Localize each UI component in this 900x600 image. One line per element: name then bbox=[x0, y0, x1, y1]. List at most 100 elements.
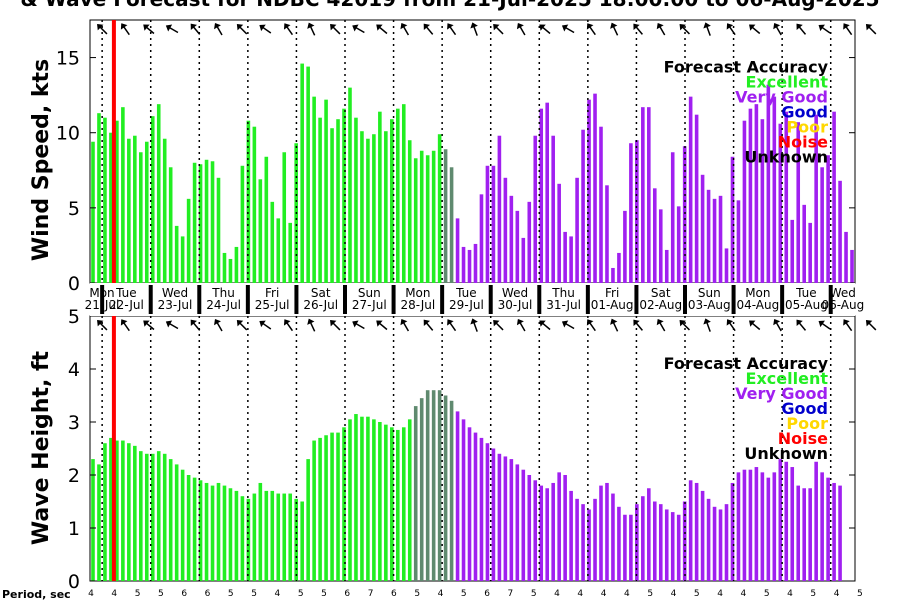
bar bbox=[121, 107, 125, 283]
day-separator bbox=[537, 285, 542, 314]
day-separator bbox=[585, 285, 590, 314]
bar bbox=[563, 475, 567, 581]
day-separator bbox=[391, 285, 396, 314]
day-name: Wed bbox=[502, 286, 528, 300]
bar bbox=[342, 108, 346, 283]
arrow-head bbox=[165, 320, 173, 328]
bar bbox=[372, 134, 376, 283]
bar bbox=[204, 482, 209, 581]
wind-direction-arrow bbox=[843, 23, 853, 36]
bar bbox=[288, 222, 293, 283]
bar bbox=[330, 432, 334, 581]
bar bbox=[503, 177, 508, 283]
bar bbox=[652, 188, 657, 283]
bar bbox=[378, 111, 382, 283]
bar bbox=[736, 472, 741, 581]
bar bbox=[826, 477, 830, 581]
bar bbox=[186, 198, 191, 283]
wind-direction-arrow bbox=[400, 22, 410, 36]
arrow-head bbox=[726, 319, 734, 326]
arrow-head bbox=[703, 318, 711, 325]
bar bbox=[306, 66, 310, 283]
bar bbox=[688, 480, 693, 581]
bar bbox=[599, 126, 603, 283]
day-date: 22-Jul bbox=[109, 298, 144, 312]
period-value: 4 bbox=[111, 589, 117, 599]
bar bbox=[318, 437, 322, 581]
bar bbox=[742, 120, 747, 283]
bar bbox=[240, 165, 245, 283]
bar bbox=[133, 445, 137, 581]
bar bbox=[748, 469, 753, 581]
bar bbox=[324, 435, 328, 581]
day-name: Mon bbox=[745, 286, 770, 300]
bar bbox=[180, 469, 185, 581]
bar bbox=[593, 498, 597, 581]
arrow-head bbox=[400, 22, 408, 30]
wind-direction-arrow bbox=[773, 318, 782, 332]
bar bbox=[718, 195, 723, 283]
bar bbox=[658, 209, 663, 283]
bar bbox=[390, 427, 394, 581]
bar bbox=[611, 493, 615, 581]
period-value: 4 bbox=[624, 589, 630, 599]
bar bbox=[724, 504, 729, 581]
wind-direction-arrow bbox=[165, 320, 179, 330]
arrow-head bbox=[120, 319, 128, 326]
bar bbox=[521, 469, 526, 581]
bar bbox=[431, 390, 436, 581]
bar bbox=[479, 437, 484, 581]
bar bbox=[682, 501, 687, 581]
bar bbox=[808, 488, 812, 581]
bar bbox=[641, 496, 645, 581]
bar bbox=[742, 469, 747, 581]
arrow-head bbox=[352, 24, 359, 32]
bar bbox=[467, 249, 472, 283]
bar bbox=[378, 422, 382, 581]
chart-title: & Wave Forecast for NDBC 42019 from 21-J… bbox=[0, 0, 900, 11]
bar bbox=[324, 99, 328, 284]
bar bbox=[282, 152, 287, 283]
wind-direction-arrow bbox=[726, 319, 736, 332]
bar bbox=[706, 189, 711, 283]
period-value: 5 bbox=[531, 589, 537, 599]
bar bbox=[551, 482, 555, 581]
day-date: 02-Aug bbox=[639, 298, 682, 312]
bar bbox=[270, 201, 275, 283]
wind-direction-arrow bbox=[818, 24, 831, 34]
bar bbox=[425, 390, 430, 581]
wind-direction-arrow bbox=[865, 24, 877, 35]
bar bbox=[228, 258, 233, 283]
bar bbox=[754, 104, 759, 283]
bar bbox=[796, 122, 801, 283]
bar bbox=[234, 490, 239, 581]
bar bbox=[228, 488, 233, 581]
day-date: 26-Jul bbox=[303, 298, 338, 312]
wind-direction-arrow bbox=[447, 23, 457, 36]
y-tick-label: 0 bbox=[68, 273, 80, 295]
wind-direction-arrow bbox=[259, 320, 272, 330]
y-axis-label: Wind Speed, kts bbox=[29, 59, 54, 261]
legend-title: Forecast Accuracy bbox=[664, 354, 829, 373]
bar bbox=[515, 210, 520, 283]
bar bbox=[575, 498, 579, 581]
wind-direction-arrow bbox=[330, 320, 341, 331]
bar bbox=[306, 459, 310, 581]
day-name: Wed bbox=[830, 286, 856, 300]
bar bbox=[216, 482, 221, 581]
bar bbox=[431, 150, 436, 283]
bar bbox=[240, 496, 245, 581]
bar bbox=[599, 485, 603, 581]
bar bbox=[623, 514, 627, 581]
bar bbox=[455, 218, 460, 283]
bar bbox=[222, 485, 227, 581]
wind-direction-arrow bbox=[97, 320, 108, 331]
period-value: 4 bbox=[787, 589, 793, 599]
bar bbox=[186, 475, 191, 581]
wind-direction-arrow bbox=[516, 22, 526, 36]
legend-item: Poor bbox=[786, 118, 828, 137]
bar bbox=[300, 63, 304, 283]
wind-direction-arrow bbox=[610, 318, 619, 332]
